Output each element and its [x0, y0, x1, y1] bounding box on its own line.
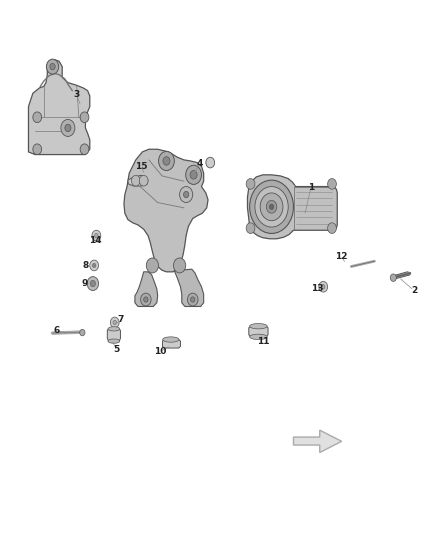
Circle shape	[255, 187, 288, 227]
Polygon shape	[174, 269, 204, 306]
Circle shape	[139, 175, 148, 186]
Circle shape	[184, 191, 189, 198]
Circle shape	[131, 175, 140, 186]
Circle shape	[173, 258, 186, 273]
Circle shape	[80, 144, 89, 155]
Circle shape	[180, 187, 193, 203]
Text: 2: 2	[411, 286, 417, 295]
Circle shape	[61, 119, 75, 136]
Circle shape	[80, 112, 89, 123]
Circle shape	[319, 281, 328, 292]
Polygon shape	[293, 430, 342, 453]
Polygon shape	[107, 329, 120, 341]
Circle shape	[33, 112, 42, 123]
Circle shape	[321, 285, 325, 289]
Circle shape	[146, 258, 159, 273]
Text: 8: 8	[82, 261, 88, 270]
Circle shape	[50, 63, 55, 70]
Text: 5: 5	[113, 345, 119, 353]
Circle shape	[328, 223, 336, 233]
Circle shape	[390, 274, 396, 281]
Ellipse shape	[250, 324, 267, 329]
Circle shape	[250, 180, 293, 233]
Text: 12: 12	[336, 253, 348, 261]
Circle shape	[260, 193, 283, 221]
Text: 10: 10	[154, 348, 166, 356]
Text: 6: 6	[54, 326, 60, 335]
Polygon shape	[128, 175, 148, 186]
Text: 14: 14	[89, 237, 102, 245]
Circle shape	[80, 329, 85, 336]
Text: 7: 7	[117, 316, 124, 324]
Circle shape	[163, 157, 170, 165]
Text: 13: 13	[311, 285, 324, 293]
Ellipse shape	[108, 339, 120, 343]
Circle shape	[92, 230, 101, 241]
Circle shape	[190, 171, 197, 179]
Circle shape	[186, 165, 201, 184]
Circle shape	[113, 320, 117, 325]
Polygon shape	[249, 326, 268, 337]
Circle shape	[187, 293, 198, 306]
Polygon shape	[162, 340, 180, 348]
Text: 4: 4	[196, 159, 202, 168]
Circle shape	[95, 233, 98, 238]
Polygon shape	[28, 60, 90, 155]
Circle shape	[46, 59, 59, 74]
Text: 3: 3	[74, 91, 80, 99]
Ellipse shape	[162, 337, 179, 342]
Circle shape	[33, 144, 42, 155]
Polygon shape	[135, 272, 158, 306]
Polygon shape	[392, 272, 411, 279]
Circle shape	[269, 204, 274, 209]
Text: 11: 11	[257, 337, 269, 345]
Circle shape	[141, 293, 151, 306]
Polygon shape	[247, 175, 337, 239]
Circle shape	[266, 200, 277, 213]
Circle shape	[65, 124, 71, 132]
Circle shape	[246, 179, 255, 189]
Circle shape	[159, 151, 174, 171]
Ellipse shape	[250, 334, 267, 340]
Circle shape	[191, 297, 195, 302]
Circle shape	[246, 223, 255, 233]
Circle shape	[87, 277, 99, 290]
Circle shape	[110, 317, 119, 328]
Circle shape	[92, 263, 96, 268]
Text: 1: 1	[308, 183, 314, 192]
Circle shape	[90, 260, 99, 271]
Ellipse shape	[108, 327, 120, 331]
Text: 15: 15	[135, 162, 148, 171]
Circle shape	[206, 157, 215, 168]
Text: 9: 9	[81, 279, 88, 288]
Circle shape	[90, 280, 95, 287]
Polygon shape	[124, 149, 208, 272]
Circle shape	[144, 297, 148, 302]
Circle shape	[328, 179, 336, 189]
